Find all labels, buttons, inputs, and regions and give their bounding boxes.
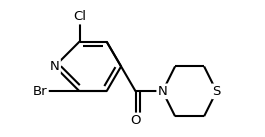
Text: Br: Br (33, 85, 47, 98)
Text: N: N (158, 85, 167, 98)
Text: N: N (50, 60, 60, 73)
Text: Cl: Cl (73, 10, 86, 23)
Text: S: S (212, 85, 221, 98)
Text: O: O (130, 114, 141, 127)
